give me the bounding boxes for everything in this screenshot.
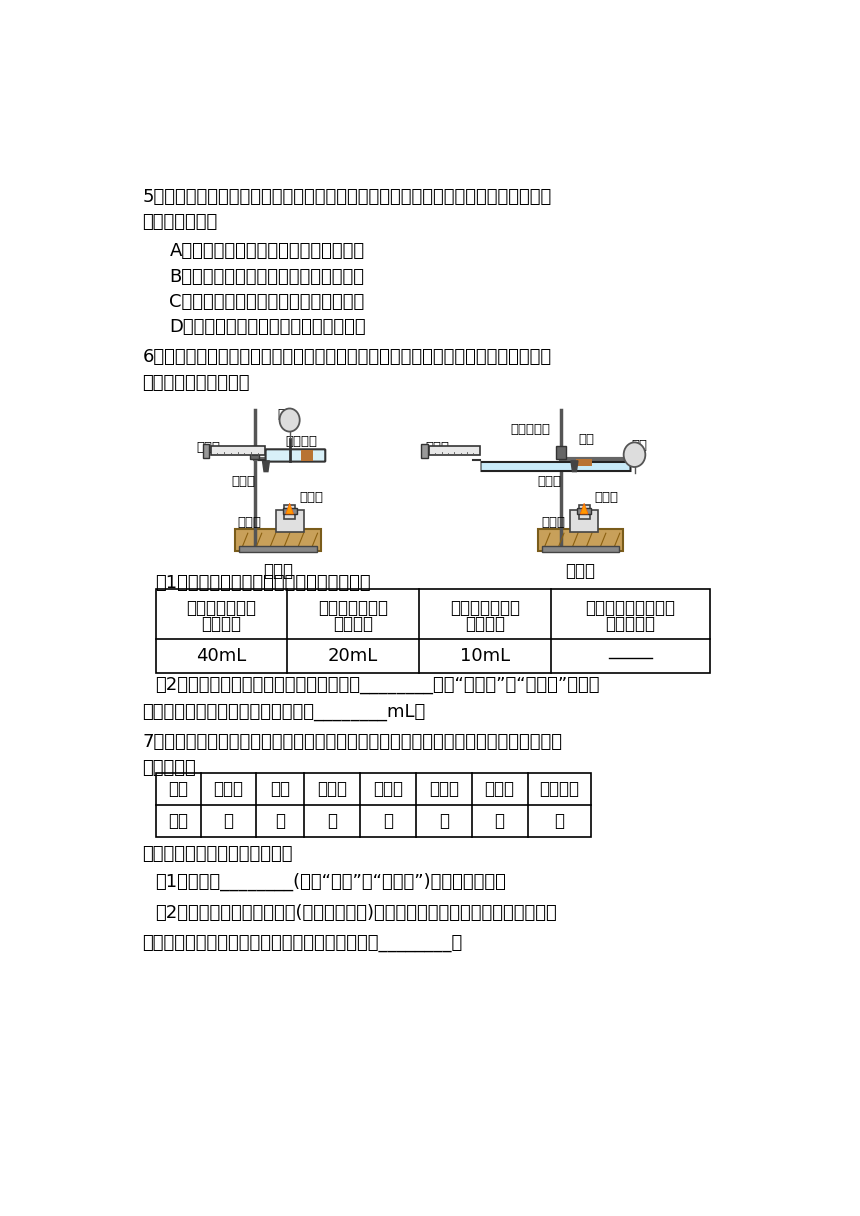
- Text: 气球: 气球: [277, 407, 293, 421]
- Text: 蒸馏水: 蒸馏水: [373, 779, 403, 798]
- Text: 10mL: 10mL: [460, 647, 510, 665]
- Text: 石灰水: 石灰水: [485, 779, 514, 798]
- Bar: [579, 505, 590, 518]
- Polygon shape: [286, 503, 293, 514]
- Text: 铁架台: 铁架台: [237, 516, 261, 529]
- Bar: [239, 546, 316, 552]
- Text: 40mL: 40mL: [196, 647, 247, 665]
- Bar: [577, 508, 591, 514]
- Bar: [542, 546, 619, 552]
- Bar: [250, 446, 260, 458]
- Text: 绿: 绿: [439, 812, 449, 831]
- Polygon shape: [580, 503, 588, 514]
- Text: 理，反应前注射器内空气体积至少为________mL。: 理，反应前注射器内空气体积至少为________mL。: [143, 703, 426, 721]
- Bar: [211, 446, 265, 456]
- Bar: [276, 511, 304, 531]
- Text: （1）该花汁________(选填“可以”或“不可以”)作酸碱指示剂。: （1）该花汁________(选填“可以”或“不可以”)作酸碱指示剂。: [156, 873, 507, 891]
- Bar: [203, 444, 209, 457]
- Text: 酒精灯: 酒精灯: [299, 491, 322, 503]
- Text: （2）装置一和装置二中气球的位置不同，________（填“装置一”或“装置二”）更合: （2）装置一和装置二中气球的位置不同，________（填“装置一”或“装置二”…: [156, 676, 600, 693]
- Text: 具支试管: 具支试管: [286, 435, 317, 449]
- Text: 5．人类的生产和生活都离不开水，地球上的水通过水循环不断地被利用。下列描述正: 5．人类的生产和生活都离不开水，地球上的水通过水循环不断地被利用。下列描述正: [143, 188, 551, 207]
- Bar: [283, 508, 297, 514]
- Text: 铜粉: 铜粉: [579, 433, 595, 446]
- Bar: [421, 444, 427, 457]
- Text: 装置二: 装置二: [565, 562, 595, 580]
- Text: 烧碱溶液: 烧碱溶液: [539, 779, 580, 798]
- Text: 黄: 黄: [328, 812, 337, 831]
- Text: 反应后注射器中: 反应后注射器中: [450, 598, 520, 617]
- Polygon shape: [571, 461, 578, 472]
- Text: 气体体积: 气体体积: [333, 615, 373, 634]
- Bar: [284, 505, 295, 518]
- Text: 7．某同学把自制的一种黄色花汁分别滴加到下列不同的试剂中，并记录观察到的现象，: 7．某同学把自制的一种黄色花汁分别滴加到下列不同的试剂中，并记录观察到的现象，: [143, 733, 562, 750]
- Bar: [570, 511, 598, 531]
- Text: 气球: 气球: [631, 439, 648, 451]
- Text: C．水循环的环节只有蔒发、凝结和降水: C．水循环的环节只有蔒发、凝结和降水: [169, 293, 365, 311]
- Text: 肥皂水: 肥皂水: [429, 779, 459, 798]
- Text: 黄: 黄: [383, 812, 393, 831]
- Text: 实验测得空气中氧气: 实验测得空气中氧气: [586, 598, 676, 617]
- Text: 气体体积: 气体体积: [465, 615, 505, 634]
- Text: 装置一: 装置一: [263, 562, 293, 580]
- Text: 蔗糖水: 蔗糖水: [317, 779, 347, 798]
- Text: （2）蚊子叮咋人时注入蚁酸(具有酸的性质)，会使皮肤红肿、痛痒。要缓解这种症: （2）蚊子叮咋人时注入蚁酸(具有酸的性质)，会使皮肤红肿、痛痒。要缓解这种症: [156, 903, 557, 922]
- Bar: [538, 529, 623, 551]
- Text: 橡胶塞: 橡胶塞: [231, 475, 255, 489]
- Text: 绿: 绿: [494, 812, 505, 831]
- Text: 绿: 绿: [555, 812, 564, 831]
- Text: 请分析表格，并回答下列问题：: 请分析表格，并回答下列问题：: [143, 845, 293, 863]
- Text: 食醋: 食醋: [270, 779, 291, 798]
- Text: D．人类直接利用最多的水资源是海洋水: D．人类直接利用最多的水资源是海洋水: [169, 319, 366, 337]
- Text: 合图示回答有关问题。: 合图示回答有关问题。: [143, 373, 250, 392]
- Text: 试剂: 试剂: [168, 779, 188, 798]
- Text: 确的是（　　）: 确的是（ ）: [143, 213, 218, 231]
- Text: 铜粉: 铜粉: [307, 449, 322, 462]
- Text: 酒精灯: 酒精灯: [594, 491, 618, 503]
- Bar: [556, 446, 566, 458]
- Ellipse shape: [280, 409, 299, 432]
- Text: 红: 红: [275, 812, 286, 831]
- Text: 橡胶塞: 橡胶塞: [538, 475, 562, 489]
- Text: 注射器: 注射器: [425, 441, 449, 454]
- Bar: [301, 450, 313, 461]
- Bar: [236, 529, 321, 551]
- Text: A．海洋水可以通过水循环转化为湖泊水: A．海洋水可以通过水循环转化为湖泊水: [169, 242, 365, 260]
- Polygon shape: [262, 461, 269, 472]
- Bar: [576, 458, 592, 466]
- Bar: [156, 589, 710, 674]
- Text: 硬质玻璃管: 硬质玻璃管: [511, 423, 550, 437]
- Text: 状，简易可行的办法是在叮咋处涂抑上述试剂中的________。: 状，简易可行的办法是在叮咋处涂抑上述试剂中的________。: [143, 934, 463, 952]
- Text: （1）根据下表提供的实验数据，完成下表。: （1）根据下表提供的实验数据，完成下表。: [156, 574, 372, 592]
- Text: 反应前注射器中: 反应前注射器中: [318, 598, 388, 617]
- Text: 如表所示。: 如表所示。: [143, 759, 196, 777]
- FancyBboxPatch shape: [266, 449, 325, 462]
- Text: 红: 红: [224, 812, 233, 831]
- Bar: [429, 446, 480, 456]
- Text: 气的体积: 气的体积: [201, 615, 242, 634]
- Text: 20mL: 20mL: [328, 647, 378, 665]
- Ellipse shape: [624, 443, 645, 467]
- Text: 的体积分数: 的体积分数: [605, 615, 655, 634]
- Text: 确质玻璃管中空: 确质玻璃管中空: [187, 598, 256, 617]
- Text: 铁架台: 铁架台: [542, 516, 566, 529]
- Text: 稀盐酸: 稀盐酸: [213, 779, 243, 798]
- Text: 颜色: 颜色: [168, 812, 188, 831]
- Bar: [156, 772, 591, 838]
- Text: 注射器: 注射器: [197, 441, 221, 454]
- Text: B．地表径流水量一定与植物蔒腾量相等: B．地表径流水量一定与植物蔒腾量相等: [169, 268, 365, 286]
- Text: 6．实验是科学探究的重要方法，如图是测定空气中氧气含量实验的两套装置图，请结: 6．实验是科学探究的重要方法，如图是测定空气中氧气含量实验的两套装置图，请结: [143, 349, 551, 366]
